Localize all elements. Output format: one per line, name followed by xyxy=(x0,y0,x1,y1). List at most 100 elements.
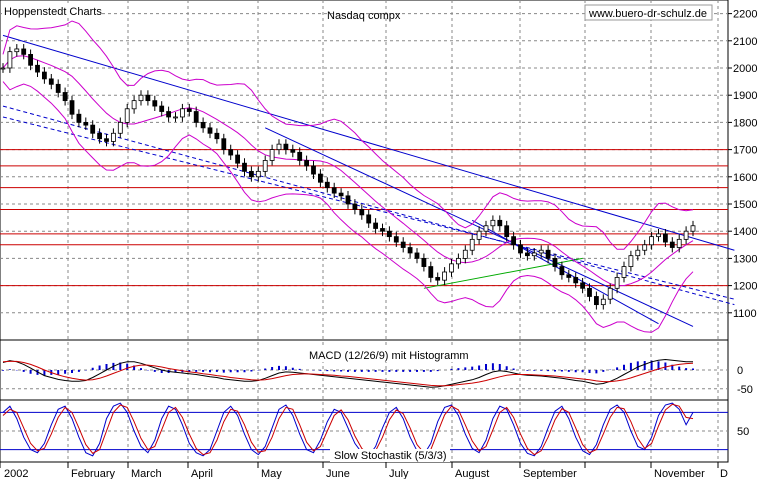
macd-line xyxy=(2,358,693,388)
price-candle xyxy=(304,160,310,167)
price-candle xyxy=(90,124,96,134)
x-tick-label: June xyxy=(326,468,350,479)
price-candle xyxy=(386,230,392,238)
price-candle xyxy=(497,219,503,227)
price-candle xyxy=(0,67,6,70)
price-candle xyxy=(642,244,648,251)
y-tick-label: 1500 xyxy=(733,199,757,211)
x-tick-label: May xyxy=(261,468,282,479)
y-tick-label: 2100 xyxy=(733,36,757,48)
x-tick-label: November xyxy=(654,468,705,479)
price-candle xyxy=(455,257,461,265)
price-candle xyxy=(552,257,558,267)
price-candle xyxy=(262,160,268,172)
price-candle xyxy=(55,83,61,93)
price-candle xyxy=(421,257,427,267)
price-candle xyxy=(400,241,406,248)
price-candle xyxy=(462,249,468,259)
price-candle xyxy=(359,209,365,216)
price-candle xyxy=(345,195,351,205)
stoch-title-bg xyxy=(330,449,450,462)
x-tick-label: July xyxy=(389,468,409,479)
price-candle xyxy=(559,266,565,276)
price-candle xyxy=(131,100,137,110)
price-candle xyxy=(42,71,47,80)
price-candle xyxy=(228,149,234,156)
price-candle xyxy=(393,236,399,243)
price-candle xyxy=(28,54,34,66)
price-candle xyxy=(83,122,89,126)
price-candle xyxy=(200,122,206,129)
price-candle xyxy=(242,162,247,172)
price-candle xyxy=(449,263,454,273)
price-candle xyxy=(476,230,482,240)
price-candle xyxy=(124,108,130,123)
bollinger-middle xyxy=(2,55,694,287)
price-candle xyxy=(111,132,116,142)
price-candle xyxy=(214,132,220,140)
price-candle xyxy=(469,238,475,251)
price-candle xyxy=(373,222,379,229)
price-candle xyxy=(435,277,441,281)
website-box xyxy=(584,4,713,21)
price-candle xyxy=(573,277,579,284)
price-candle xyxy=(594,296,599,306)
price-candle xyxy=(269,149,275,161)
price-candle xyxy=(614,277,620,289)
price-candle xyxy=(352,203,358,210)
y-tick-label: 1300 xyxy=(733,253,757,265)
y-tick-label: 1800 xyxy=(733,117,757,129)
macd-title-bg xyxy=(305,348,460,362)
price-candle xyxy=(76,113,82,123)
stoch-k-line xyxy=(2,402,694,457)
y-tick-label: 1400 xyxy=(733,226,757,238)
price-candle xyxy=(166,111,172,118)
price-candle xyxy=(324,181,330,189)
axes: 2002 February March April May June July August S… xyxy=(0,9,757,479)
price-candle xyxy=(566,274,572,278)
y-tick-label: 1100 xyxy=(733,308,757,320)
price-candle xyxy=(531,252,537,257)
header-source-bg xyxy=(2,3,100,18)
price-candle xyxy=(297,151,303,161)
stoch-y-tick-label: 50 xyxy=(737,426,749,438)
price-candle xyxy=(138,94,144,102)
x-tick-label: April xyxy=(191,468,213,479)
macd-y-tick-label: -50 xyxy=(737,384,753,396)
x-tick-label: August xyxy=(455,468,489,479)
price-candle xyxy=(159,105,165,112)
price-candle xyxy=(290,149,296,153)
price-candle xyxy=(248,170,254,178)
price-candle xyxy=(414,252,420,259)
price-candle xyxy=(663,233,668,243)
price-candle xyxy=(649,236,654,246)
price-candle xyxy=(621,266,627,278)
price-candle xyxy=(311,165,316,175)
price-candle xyxy=(14,48,20,53)
macd-y-tick-label: 0 xyxy=(737,365,743,377)
price-candle xyxy=(7,51,13,69)
price-candle xyxy=(628,255,634,267)
price-candle xyxy=(366,214,372,224)
y-tick-label: 1200 xyxy=(733,281,757,293)
price-candle xyxy=(504,225,510,238)
price-candle xyxy=(283,143,289,151)
lower-channel-dashed-line xyxy=(2,105,735,306)
price-candle xyxy=(48,78,54,85)
price-candle xyxy=(511,236,517,246)
x-tick-label: D xyxy=(720,468,728,479)
price-candle xyxy=(580,282,585,289)
price-candle xyxy=(173,116,178,119)
price-candle xyxy=(235,154,241,164)
macd-title: MACD (12/26/9) mit Histogramm xyxy=(309,350,469,362)
price-candle xyxy=(428,266,434,278)
price-candle xyxy=(317,173,323,183)
price-candle xyxy=(276,143,282,151)
price-candle xyxy=(179,108,185,118)
y-tick-label: 1700 xyxy=(733,145,757,157)
bollinger-bands xyxy=(2,20,694,333)
price-candle xyxy=(669,241,675,248)
main-downtrend-line xyxy=(2,34,735,251)
